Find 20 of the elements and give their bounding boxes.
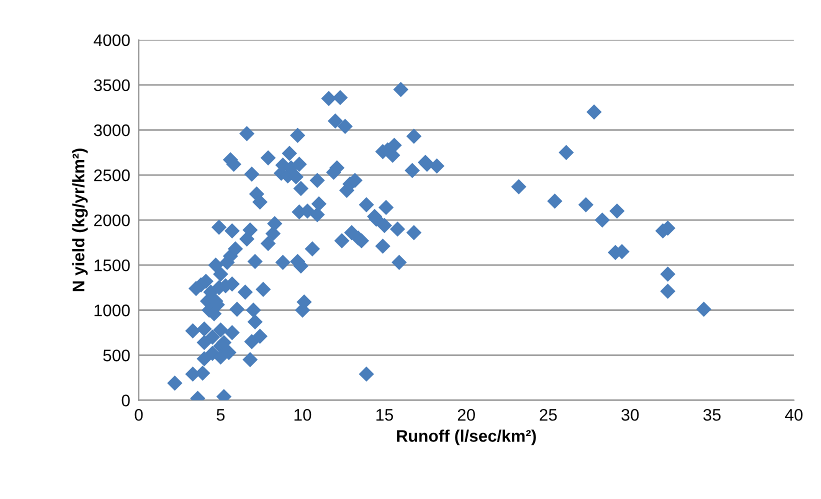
y-tick-label: 1000 <box>94 304 130 316</box>
x-tick-label: 30 <box>621 408 639 421</box>
x-tick-label: 20 <box>458 408 475 421</box>
x-tick-label: 10 <box>294 408 312 421</box>
y-tick-label: 2500 <box>94 169 130 182</box>
x-tick-label: 35 <box>703 408 721 421</box>
y-axis-title: N yield (kg/yr/km²) <box>72 148 88 292</box>
y-tick-label: 3500 <box>94 79 130 92</box>
y-tick-label: 4000 <box>94 34 130 46</box>
x-tick-label: 25 <box>540 408 557 421</box>
x-tick-label: 0 <box>134 408 143 421</box>
x-axis-title: Runoff (l/sec/km²) <box>397 430 536 446</box>
y-tick-label: 0 <box>122 394 130 406</box>
x-tick-label: 40 <box>785 408 803 421</box>
x-tick-label: 5 <box>216 409 225 421</box>
y-tick-label: 2000 <box>94 214 130 226</box>
x-tick-label: 15 <box>376 409 394 421</box>
y-tick-label: 1500 <box>94 259 130 272</box>
y-tick-label: 3000 <box>94 124 130 136</box>
y-tick-label: 500 <box>103 350 130 362</box>
